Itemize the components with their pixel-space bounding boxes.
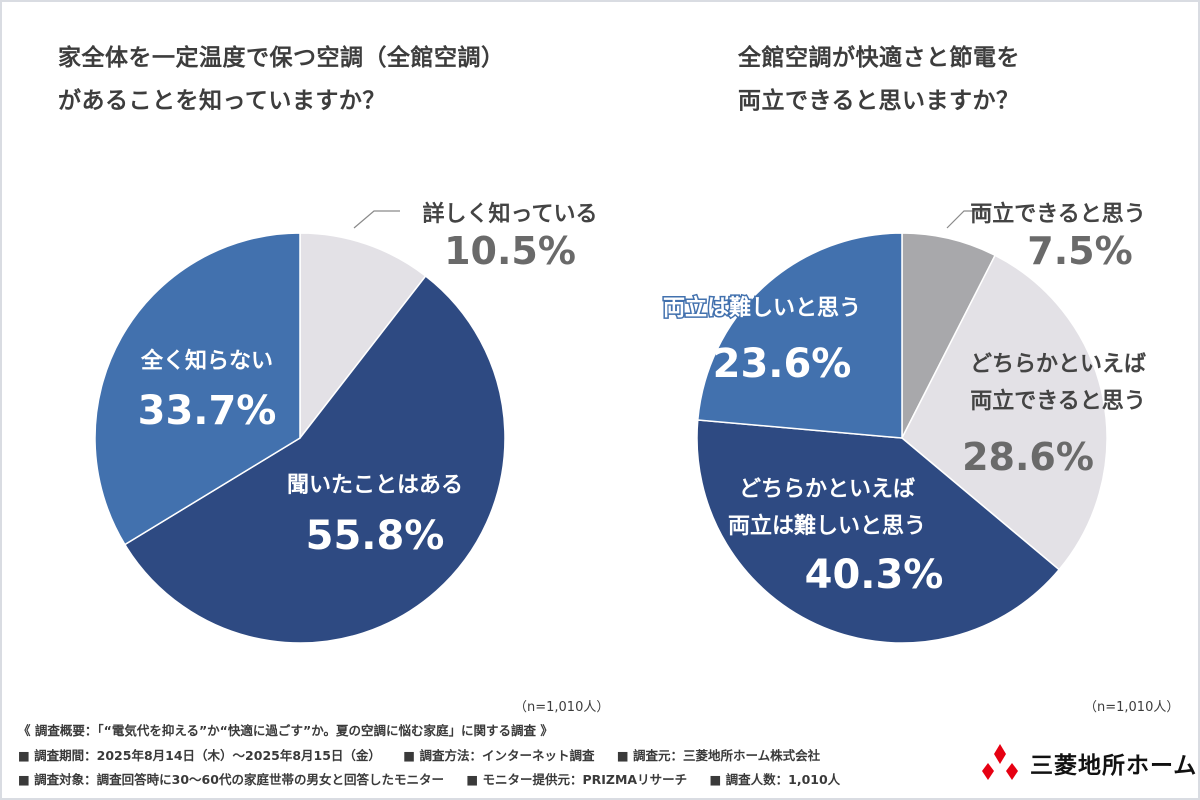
footer-source: ■ 調査元：三菱地所ホーム株式会社 bbox=[616, 747, 821, 763]
survey-footer: 《 調査概要：「“電気代を抑える”か“快適に過ごす”か。夏の空調に悩む家庭」に関… bbox=[18, 719, 840, 793]
footer-method: ■ 調査方法：インターネット調査 bbox=[403, 747, 595, 763]
slice-value-label: 10.5% bbox=[444, 229, 576, 273]
footer-provider: ■ モニター提供元：PRIZMAリサーチ bbox=[466, 772, 688, 787]
right-question-title: 全館空調が快適さと節電を 両立できると思いますか？ bbox=[738, 37, 1020, 123]
footer-period: ■ 調査期間：2025年8月14日（木）～2025年8月15日（金） bbox=[18, 747, 381, 763]
slice-label: 両立は難しいと思う bbox=[663, 295, 861, 321]
slice-value-label: 33.7% bbox=[138, 388, 277, 434]
slice-label: どちらかといえば bbox=[970, 352, 1146, 377]
slice-label: 全く知らない bbox=[140, 348, 273, 374]
pie-slice bbox=[901, 232, 997, 439]
pie-slice bbox=[94, 232, 301, 546]
slice-label: 詳しく知っている bbox=[423, 201, 598, 227]
right-sample-size: （n=1,010人） bbox=[1084, 700, 1180, 715]
slice-value-label: 23.6% bbox=[713, 341, 852, 387]
left-title-line-1: 家全体を一定温度で保つ空調（全館空調） bbox=[58, 45, 505, 71]
footer-summary: 《 調査概要：「“電気代を抑える”か“快適に過ごす”か。夏の空調に悩む家庭」に関… bbox=[18, 723, 553, 738]
slice-value-label: 28.6% bbox=[962, 435, 1094, 479]
left-question-title: 家全体を一定温度で保つ空調（全館空調） があることを知っていますか？ bbox=[58, 37, 505, 123]
leader-line bbox=[946, 210, 988, 229]
slice-value-label: 55.8% bbox=[306, 513, 445, 559]
slice-label: 両立は難しいと思う bbox=[728, 513, 926, 539]
company-name: 三菱地所ホーム bbox=[1030, 753, 1198, 779]
pie-slice bbox=[123, 274, 506, 644]
slice-label: 聞いたことはある bbox=[287, 473, 463, 498]
pie-slice bbox=[696, 232, 903, 439]
pie-slice bbox=[901, 254, 1108, 571]
right-title-line-1: 全館空調が快適さと節電を bbox=[738, 45, 1020, 71]
slice-value-label: 7.5% bbox=[1027, 229, 1132, 273]
right-title-line-2: 両立できると思いますか？ bbox=[738, 88, 1020, 114]
footer-target: ■ 調査対象：調査回答時に30～60代の家庭世帯の男女と回答したモニター bbox=[18, 772, 444, 787]
three-diamonds-icon bbox=[982, 744, 1018, 780]
slice-label: 両立できると思う bbox=[970, 388, 1146, 414]
footer-row-2: ■ 調査期間：2025年8月14日（木）～2025年8月15日（金） ■ 調査方… bbox=[18, 744, 840, 769]
footer-row-3: ■ 調査対象：調査回答時に30～60代の家庭世帯の男女と回答したモニター ■ モ… bbox=[18, 768, 840, 793]
leader-line bbox=[353, 210, 400, 229]
pie-slice bbox=[696, 419, 1061, 644]
slice-label: 両立できると思う bbox=[970, 201, 1146, 227]
pie-slice bbox=[299, 232, 427, 441]
footer-count: ■ 調査人数：1,010人 bbox=[709, 772, 841, 787]
left-title-line-2: があることを知っていますか？ bbox=[58, 88, 386, 114]
slice-label: どちらかといえば bbox=[739, 477, 915, 502]
slice-value-label: 40.3% bbox=[805, 552, 944, 598]
left-sample-size: （n=1,010人） bbox=[514, 700, 610, 715]
company-logo: 三菱地所ホーム bbox=[980, 743, 1197, 783]
right-pie-chart: 両立できると思う7.5%どちらかといえば両立できると思う28.6%どちらかといえ… bbox=[661, 201, 1146, 644]
